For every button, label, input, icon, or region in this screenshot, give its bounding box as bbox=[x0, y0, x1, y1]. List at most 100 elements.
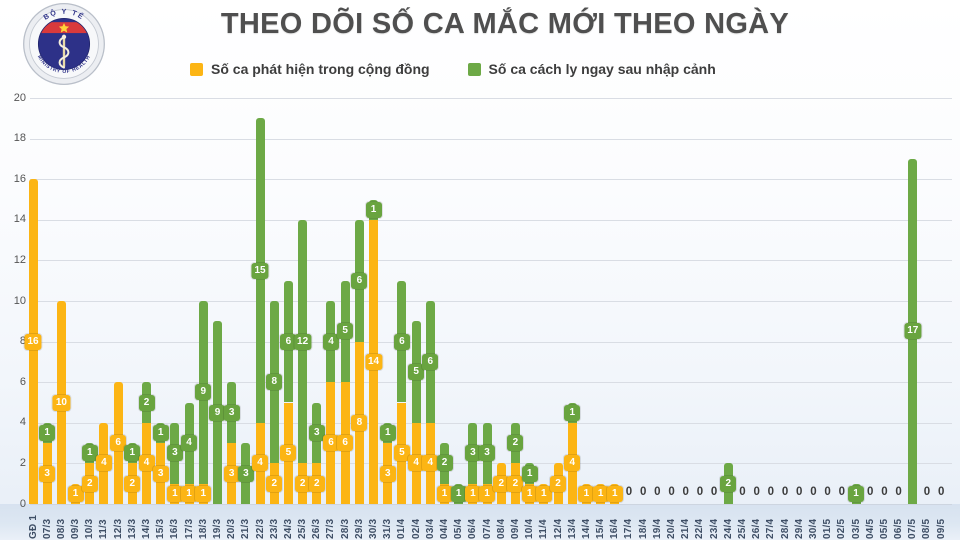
y-axis-label: 10 bbox=[13, 294, 26, 307]
x-axis-label: 11/4 bbox=[538, 519, 550, 539]
ministry-of-health-logo: BỘ Y TẾ MINISTRY OF HEALTH bbox=[23, 3, 105, 85]
bar-value-label-community: 1 bbox=[535, 485, 552, 502]
x-axis-label: 01/4 bbox=[396, 518, 408, 539]
zero-value-label: 0 bbox=[867, 486, 874, 498]
bar-value-label-quarantine: 4 bbox=[322, 333, 339, 350]
zero-value-label: 0 bbox=[796, 486, 803, 498]
bar-value-label-quarantine: 12 bbox=[294, 333, 312, 350]
zero-value-label: 0 bbox=[781, 486, 789, 498]
x-axis-label: 14/4 bbox=[580, 518, 592, 539]
x-axis-label: 16/3 bbox=[169, 518, 181, 539]
x-axis-label: 17/3 bbox=[183, 518, 195, 539]
bar-value-label-quarantine: 2 bbox=[436, 455, 453, 472]
y-axis-label: 20 bbox=[13, 91, 26, 104]
zero-value-label: 0 bbox=[682, 486, 689, 498]
bar-value-label-quarantine: 1 bbox=[379, 424, 396, 441]
bar-value-label-quarantine: 6 bbox=[393, 333, 410, 350]
x-axis-label: 08/4 bbox=[495, 518, 507, 539]
gridline bbox=[30, 179, 952, 181]
gridline bbox=[30, 301, 952, 302]
x-axis-label: 01/5 bbox=[822, 518, 834, 539]
zero-value-label: 0 bbox=[753, 486, 760, 498]
x-axis-label: 02/4 bbox=[410, 518, 422, 539]
x-axis-label: 02/5 bbox=[836, 518, 848, 539]
y-axis-label: 6 bbox=[19, 375, 26, 388]
x-axis-label: 17/4 bbox=[623, 518, 635, 539]
bar-value-label-quarantine: 1 bbox=[124, 445, 141, 462]
x-axis-label: 14/3 bbox=[141, 518, 153, 539]
bar-value-label-quarantine: 1 bbox=[39, 424, 56, 441]
bar-value-label-community: 4 bbox=[564, 455, 581, 472]
bar-value-label-quarantine: 3 bbox=[223, 404, 240, 421]
bar-value-label-community: 3 bbox=[379, 465, 396, 482]
bar-value-label-quarantine: 4 bbox=[181, 435, 198, 452]
x-axis-label: 30/3 bbox=[368, 518, 380, 539]
gridline bbox=[30, 219, 952, 221]
bar-value-label-community: 2 bbox=[81, 475, 98, 492]
x-axis-label: 28/3 bbox=[339, 518, 351, 539]
x-axis-label: 03/4 bbox=[424, 518, 436, 539]
bar-value-label-community: 4 bbox=[252, 455, 269, 472]
x-axis-label: 22/3 bbox=[254, 518, 266, 539]
x-axis-label: 24/4 bbox=[722, 518, 734, 539]
gridline bbox=[30, 260, 952, 262]
y-axis-label: 8 bbox=[19, 335, 26, 348]
bar-value-label-quarantine: 3 bbox=[464, 445, 481, 462]
x-axis-label: 26/4 bbox=[751, 518, 763, 539]
x-axis-label: 08/5 bbox=[921, 518, 933, 539]
x-axis-label: 04/5 bbox=[864, 518, 876, 539]
bar-value-label-community: 1 bbox=[436, 485, 453, 502]
bar-value-label-quarantine: 2 bbox=[720, 475, 737, 492]
bar-value-label-quarantine: 1 bbox=[81, 445, 98, 462]
x-axis-label: 21/3 bbox=[240, 518, 252, 539]
bar-value-label-quarantine: 1 bbox=[450, 485, 467, 502]
legend-label-community: Số ca phát hiện trong cộng đồng bbox=[211, 61, 430, 77]
bar-value-label-quarantine: 9 bbox=[209, 404, 226, 421]
bar-value-label-quarantine: 1 bbox=[564, 404, 581, 421]
bar-value-label-community: 3 bbox=[39, 465, 56, 482]
x-axis-label: 19/3 bbox=[211, 518, 223, 539]
bar-value-label-quarantine: 6 bbox=[280, 333, 297, 350]
y-axis-label: 12 bbox=[13, 253, 26, 266]
x-axis-label: 08/3 bbox=[55, 518, 67, 539]
bar-value-label-quarantine: 6 bbox=[351, 272, 368, 289]
x-axis-label: 07/4 bbox=[481, 518, 493, 539]
x-axis-label: 23/4 bbox=[708, 518, 720, 539]
x-axis-label: 21/4 bbox=[680, 518, 692, 539]
x-axis-label: 15/3 bbox=[155, 518, 167, 539]
bar-value-label-community: 2 bbox=[507, 475, 524, 492]
bar-value-label-community: 14 bbox=[364, 353, 383, 370]
bar-value-label-community: 2 bbox=[124, 475, 141, 492]
bar-value-label-quarantine: 5 bbox=[408, 364, 425, 381]
gridline bbox=[30, 98, 952, 99]
bar-value-label-community: 1 bbox=[67, 485, 84, 502]
bar-value-label-community: 2 bbox=[493, 475, 510, 492]
x-axis-label: 25/3 bbox=[297, 518, 309, 539]
y-axis-label: 4 bbox=[19, 416, 26, 429]
x-axis-label: 25/4 bbox=[737, 518, 748, 539]
bar-value-label-quarantine: 1 bbox=[152, 424, 169, 441]
bar-value-label-quarantine: 3 bbox=[166, 445, 183, 462]
legend-swatch-community-icon bbox=[190, 62, 203, 76]
bar-value-label-quarantine: 2 bbox=[507, 435, 524, 452]
bar-value-label-community: 1 bbox=[195, 485, 212, 502]
x-axis-label: 11/3 bbox=[98, 519, 110, 539]
x-axis-label: 27/3 bbox=[325, 518, 337, 539]
x-axis-label: 19/4 bbox=[651, 518, 663, 539]
x-axis-label: 23/3 bbox=[268, 518, 280, 539]
x-axis-label: 13/4 bbox=[566, 518, 578, 539]
x-axis-label: 15/4 bbox=[595, 518, 607, 539]
bar-value-label-community: 4 bbox=[138, 455, 155, 472]
bar-value-label-community: 3 bbox=[152, 465, 169, 482]
zero-value-label: 0 bbox=[881, 486, 888, 498]
x-axis-label: 30/4 bbox=[807, 518, 819, 539]
bar-value-label-community: 1 bbox=[606, 485, 623, 502]
bar-value-label-quarantine: 9 bbox=[195, 384, 212, 401]
bar-value-label-community: 2 bbox=[550, 475, 567, 492]
x-axis-label: 07/3 bbox=[41, 518, 53, 539]
zero-value-label: 0 bbox=[838, 486, 846, 498]
x-axis-label: 10/4 bbox=[524, 518, 536, 539]
gridline bbox=[30, 138, 952, 140]
bar-value-label-community: 16 bbox=[24, 333, 42, 350]
